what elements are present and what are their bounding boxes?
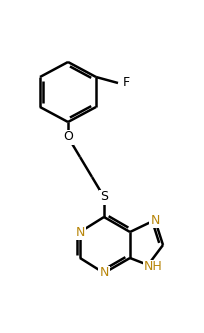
Text: O: O	[63, 131, 73, 144]
Text: N: N	[150, 213, 159, 226]
Text: N: N	[99, 266, 108, 279]
Text: S: S	[100, 190, 108, 203]
Text: F: F	[122, 77, 130, 90]
Text: NH: NH	[143, 260, 162, 273]
Text: N: N	[75, 225, 84, 238]
